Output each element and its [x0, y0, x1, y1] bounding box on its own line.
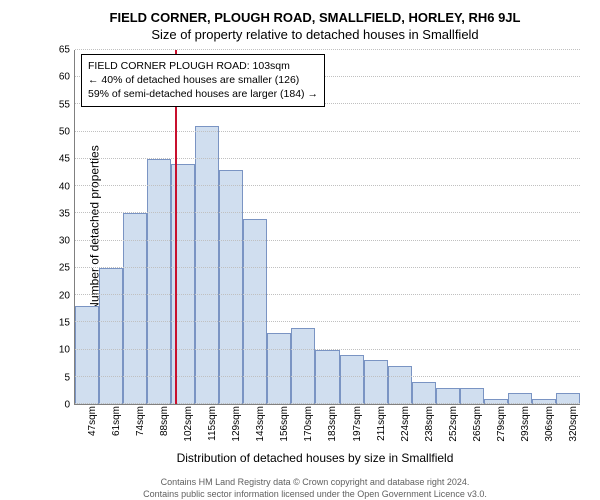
y-tick: 15: [46, 318, 70, 329]
grid-line: [75, 403, 580, 404]
histogram-bar: [364, 360, 388, 404]
grid-line: [75, 294, 580, 295]
y-tick: 25: [46, 263, 70, 274]
y-tick: 40: [46, 181, 70, 192]
chart-title: FIELD CORNER, PLOUGH ROAD, SMALLFIELD, H…: [50, 10, 580, 25]
histogram-bar: [147, 159, 171, 404]
histogram-bar: [460, 388, 484, 404]
y-tick: 35: [46, 208, 70, 219]
x-axis-label: Distribution of detached houses by size …: [50, 451, 580, 465]
info-line3: 59% of semi-detached houses are larger (…: [88, 87, 318, 101]
footer-line1: Contains HM Land Registry data © Crown c…: [161, 477, 470, 487]
y-tick: 50: [46, 126, 70, 137]
y-tick: 20: [46, 290, 70, 301]
grid-line: [75, 349, 580, 350]
histogram-bar: [388, 366, 412, 404]
grid-line: [75, 158, 580, 159]
histogram-bar: [195, 126, 219, 404]
plot-area: 47sqm61sqm74sqm88sqm102sqm115sqm129sqm14…: [74, 50, 580, 405]
chart-wrap: Number of detached properties 0510152025…: [50, 50, 580, 405]
y-tick: 10: [46, 345, 70, 356]
y-tick: 60: [46, 72, 70, 83]
y-tick: 55: [46, 99, 70, 110]
y-tick: 45: [46, 154, 70, 165]
footer-attribution: Contains HM Land Registry data © Crown c…: [50, 477, 580, 500]
y-tick: 5: [46, 372, 70, 383]
histogram-bar: [291, 328, 315, 404]
info-line2: ← 40% of detached houses are smaller (12…: [88, 73, 318, 87]
chart-subtitle: Size of property relative to detached ho…: [50, 27, 580, 42]
histogram-bar: [412, 382, 436, 404]
grid-line: [75, 185, 580, 186]
histogram-bar: [436, 388, 460, 404]
histogram-bar: [219, 170, 243, 404]
grid-line: [75, 267, 580, 268]
histogram-bar: [267, 333, 291, 404]
grid-line: [75, 376, 580, 377]
info-line1: FIELD CORNER PLOUGH ROAD: 103sqm: [88, 59, 318, 73]
grid-line: [75, 240, 580, 241]
y-tick: 0: [46, 400, 70, 411]
grid-line: [75, 321, 580, 322]
info-box: FIELD CORNER PLOUGH ROAD: 103sqm← 40% of…: [81, 54, 325, 107]
histogram-bar: [99, 268, 123, 404]
footer-line2: Contains public sector information licen…: [143, 489, 487, 499]
y-axis: 05101520253035404550556065: [50, 50, 74, 405]
grid-line: [75, 131, 580, 132]
y-tick: 65: [46, 45, 70, 56]
y-tick: 30: [46, 236, 70, 247]
histogram-bar: [340, 355, 364, 404]
grid-line: [75, 212, 580, 213]
grid-line: [75, 49, 580, 50]
chart-container: FIELD CORNER, PLOUGH ROAD, SMALLFIELD, H…: [0, 0, 600, 500]
